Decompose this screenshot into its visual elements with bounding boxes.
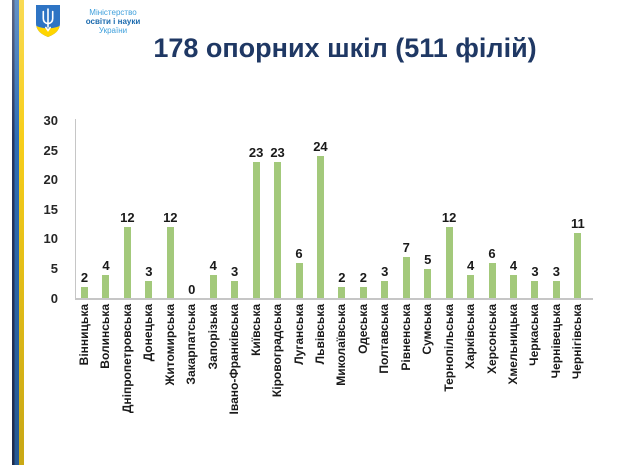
- bar-value-label: 4: [209, 257, 217, 273]
- x-axis-label: Харківська: [463, 303, 478, 369]
- x-axis-line: [75, 298, 593, 300]
- bar: [552, 280, 560, 299]
- bar: [274, 162, 282, 299]
- y-axis-tick-label: 30: [43, 112, 58, 128]
- x-axis-label: Волинська: [98, 303, 113, 369]
- x-axis-label: Рівненська: [398, 303, 413, 371]
- bar: [316, 156, 324, 299]
- bar-value-label: 6: [488, 245, 496, 261]
- x-axis-label: Донецька: [141, 303, 156, 361]
- bar-value-label: 4: [102, 257, 110, 273]
- bar-value-label: 4: [509, 257, 518, 273]
- bar-value-label: 5: [424, 251, 432, 267]
- x-axis-label: Чернівецька: [548, 303, 563, 378]
- x-axis-label: Полтавська: [377, 303, 392, 374]
- bar: [102, 274, 110, 299]
- bar-value-label: 2: [338, 269, 346, 285]
- x-axis-label: Івано-Франківська: [227, 303, 242, 414]
- bar: [145, 280, 153, 299]
- bar-value-label: 12: [163, 210, 178, 226]
- x-axis-label: Житомирська: [162, 303, 177, 385]
- bar-value-label: 0: [188, 281, 196, 297]
- ministry-name-line3: України: [98, 26, 128, 35]
- x-axis-label: Запорізька: [205, 303, 220, 369]
- bar-value-label: 6: [295, 245, 303, 261]
- flag-stripe: [12, 0, 24, 465]
- ministry-name: Міністерство освіти і науки України: [67, 8, 159, 35]
- bar: [123, 227, 131, 299]
- bar-value-label: 3: [552, 263, 560, 279]
- x-axis-label: Львівська: [312, 303, 327, 364]
- x-axis-label: Хмельницька: [506, 303, 520, 385]
- x-axis-label: Одеська: [355, 303, 370, 354]
- y-axis-tick-label: 15: [43, 201, 58, 217]
- y-axis-tick-label: 25: [43, 142, 58, 158]
- bar-value-label: 23: [270, 145, 285, 161]
- bar-value-label: 7: [402, 240, 410, 256]
- bar: [295, 262, 303, 299]
- bar-value-label: 2: [359, 269, 367, 285]
- x-axis-label: Сумська: [420, 303, 435, 355]
- bar: [402, 257, 410, 299]
- bar: [510, 274, 517, 299]
- bar-value-label: 2: [80, 269, 89, 285]
- bar: [424, 268, 432, 299]
- x-axis-label: Тернопільська: [441, 303, 456, 392]
- bar: [209, 274, 217, 299]
- bar: [359, 286, 367, 299]
- slide-title: 178 опорних шкіл (511 філій): [153, 33, 537, 63]
- y-axis-tick-label: 5: [50, 260, 58, 276]
- coat-of-arms-icon: [36, 5, 60, 37]
- bar-value-label: 11: [570, 216, 585, 232]
- y-axis-tick-label: 20: [43, 172, 58, 188]
- x-axis-label: Чернігівська: [570, 303, 585, 379]
- x-axis-label: Дніпропетровська: [119, 303, 134, 413]
- y-axis-line: [75, 119, 76, 300]
- bar: [574, 233, 582, 299]
- x-axis-label: Київська: [248, 303, 263, 356]
- x-axis-label: Закарпатська: [184, 303, 199, 385]
- ministry-logo: Міністерство освіти і науки України: [35, 4, 159, 38]
- y-axis-tick-label: 10: [43, 231, 58, 247]
- bar: [231, 280, 239, 299]
- bar-value-label: 3: [381, 263, 389, 279]
- bar-value-label: 24: [313, 139, 328, 155]
- bar-value-label: 12: [441, 210, 457, 226]
- bar-value-label: 3: [145, 263, 153, 279]
- ministry-name-line2: освіти і науки: [85, 17, 141, 26]
- x-axis-label: Кіровоградська: [270, 303, 285, 397]
- bar: [381, 280, 389, 299]
- bar: [531, 280, 539, 299]
- bar: [252, 162, 260, 299]
- x-axis-label: Вінницька: [77, 303, 91, 365]
- bar: [81, 286, 88, 299]
- bar-value-label: 23: [248, 145, 264, 161]
- bar-value-label: 3: [531, 263, 539, 279]
- bar-value-label: 4: [466, 257, 475, 273]
- bar: [338, 286, 346, 299]
- bar: [166, 227, 174, 299]
- x-axis-label: Херсонська: [484, 303, 499, 374]
- x-axis-label: Черкаська: [527, 303, 542, 366]
- bar: [445, 227, 453, 299]
- ministry-name-line1: Міністерство: [89, 8, 137, 17]
- bar: [467, 274, 475, 299]
- bar-value-label: 3: [231, 263, 239, 279]
- bar-value-label: 12: [120, 210, 135, 226]
- y-axis-tick-label: 0: [50, 290, 58, 306]
- x-axis-label: Миколаївська: [334, 303, 349, 386]
- x-axis-label: Луганська: [291, 303, 306, 365]
- bar: [488, 262, 496, 299]
